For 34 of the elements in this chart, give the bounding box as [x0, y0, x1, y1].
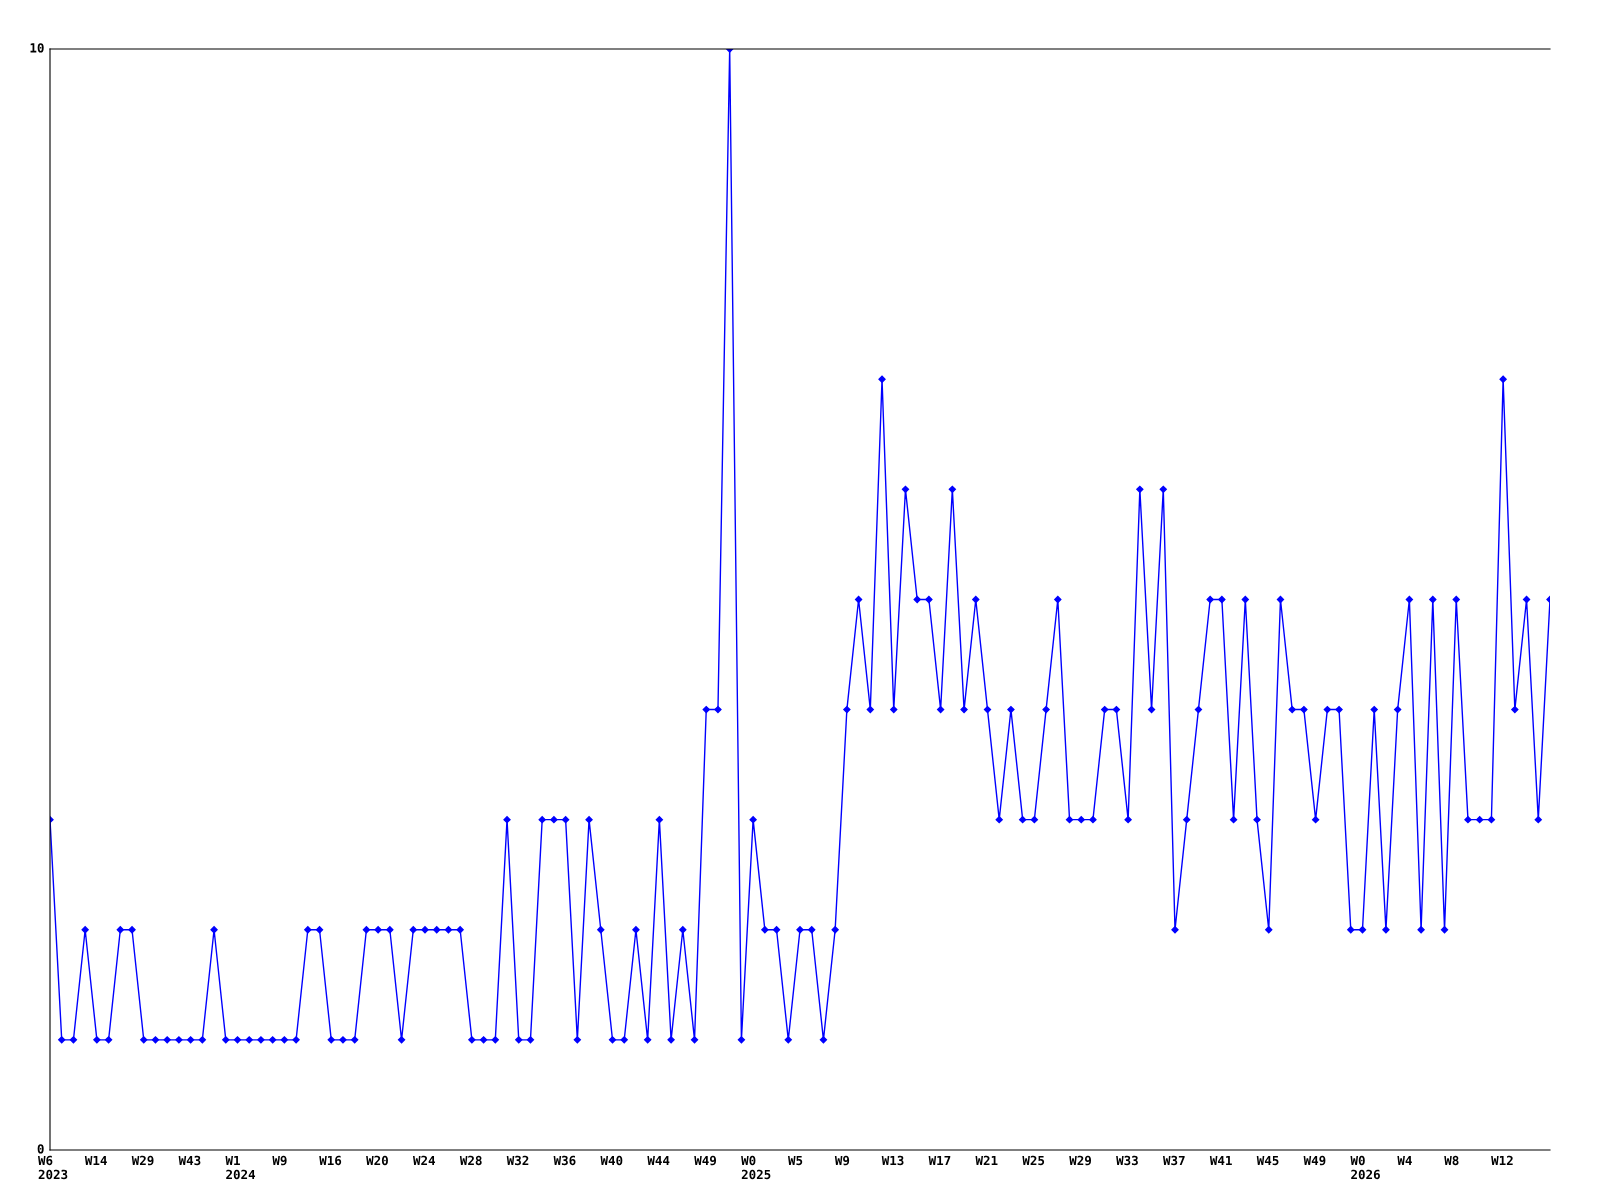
x-tick-label: W43	[178, 1155, 201, 1166]
x-tick-label: W6 2023	[38, 1155, 68, 1180]
x-tick-label: W29	[1069, 1155, 1092, 1166]
x-tick-label: W29	[131, 1155, 154, 1166]
x-tick-label: W1 2024	[225, 1155, 256, 1180]
y-tick-label: 10	[30, 43, 44, 53]
x-tick-label: W12	[1491, 1155, 1513, 1166]
x-tick-label: W25	[1022, 1155, 1045, 1166]
x-tick-label: W5	[788, 1155, 803, 1166]
x-tick-label: W9	[272, 1155, 287, 1166]
y-tick-label: 0	[37, 1144, 44, 1154]
x-tick-label: W24	[413, 1155, 436, 1166]
x-tick-label: W21	[975, 1155, 998, 1166]
x-tick-label: W41	[1209, 1155, 1232, 1166]
x-tick-label: W44	[647, 1155, 670, 1166]
x-tick-label: W32	[506, 1155, 529, 1166]
x-tick-label: W49	[694, 1155, 717, 1166]
x-tick-label: W4	[1397, 1155, 1412, 1166]
x-tick-label: W33	[1116, 1155, 1138, 1166]
x-tick-label: W28	[459, 1155, 482, 1166]
x-tick-label: W9	[834, 1155, 850, 1166]
x-tick-label: W37	[1163, 1155, 1185, 1166]
x-tick-label: W14	[84, 1155, 107, 1166]
x-tick-label: W49	[1303, 1155, 1326, 1166]
x-tick-label: W36	[553, 1155, 576, 1166]
x-tick-label: W40	[600, 1155, 623, 1166]
x-tick-label: W0 2026	[1350, 1155, 1380, 1180]
x-tick-label: W17	[928, 1155, 951, 1166]
x-tick-label: W45	[1256, 1155, 1279, 1166]
x-tick-label: W13	[881, 1155, 904, 1166]
x-tick-label: W20	[366, 1155, 388, 1166]
x-tick-label: W8	[1444, 1155, 1459, 1166]
x-tick-label: W0 2025	[741, 1155, 771, 1180]
x-tick-label: W16	[319, 1155, 342, 1166]
